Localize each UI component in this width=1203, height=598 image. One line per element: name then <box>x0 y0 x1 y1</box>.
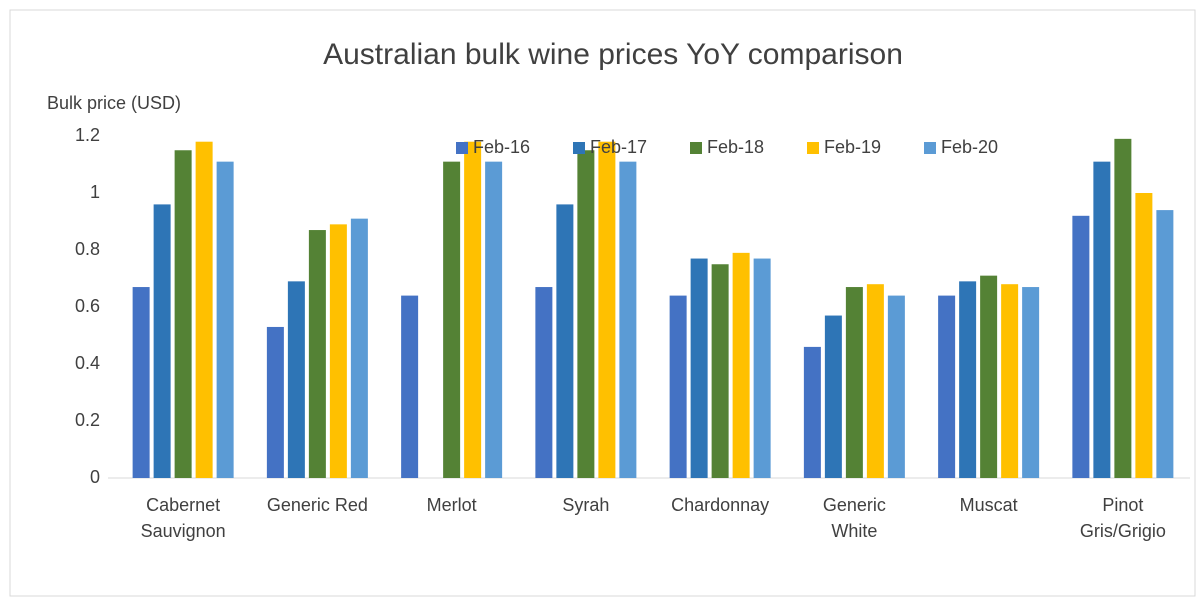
x-tick-label: Muscat <box>959 495 1018 515</box>
legend-swatch <box>690 142 702 154</box>
x-tick-label: Pinot Gris/Grigio <box>1079 495 1166 541</box>
bar <box>598 141 616 478</box>
y-tick-label: 0.4 <box>75 353 100 373</box>
y-axis-label: Bulk price (USD) <box>47 93 181 113</box>
x-tick-label: Syrah <box>562 495 610 515</box>
bar <box>287 281 305 478</box>
legend-label: Feb-19 <box>824 137 881 157</box>
x-tick-label: Generic White <box>822 495 886 541</box>
legend-label: Feb-16 <box>473 137 530 157</box>
bar <box>1156 210 1174 478</box>
bar <box>938 295 956 478</box>
x-tick-label: Cabernet Sauvignon <box>140 495 226 541</box>
bar <box>464 141 482 478</box>
bar <box>174 150 192 478</box>
bar <box>443 161 461 478</box>
bar <box>556 204 574 478</box>
bar <box>866 284 884 478</box>
bar <box>980 275 998 478</box>
bar <box>266 326 284 478</box>
y-tick-label: 0.6 <box>75 296 100 316</box>
legend-swatch <box>924 142 936 154</box>
bar <box>132 287 150 478</box>
bar <box>308 230 326 478</box>
x-tick-label: Merlot <box>426 495 477 515</box>
bar <box>887 295 905 478</box>
bar <box>732 252 750 478</box>
legend-swatch <box>456 142 468 154</box>
chart-title: Australian bulk wine prices YoY comparis… <box>323 38 903 71</box>
bar <box>753 258 771 478</box>
bar <box>153 204 171 478</box>
x-tick-label: Chardonnay <box>671 495 770 515</box>
bar <box>577 150 595 478</box>
bar <box>845 287 863 478</box>
bar <box>1114 138 1132 478</box>
legend-label: Feb-20 <box>941 137 998 157</box>
bar <box>959 281 977 478</box>
bar <box>1093 161 1111 478</box>
y-tick-label: 0 <box>90 467 100 487</box>
bar <box>1072 215 1090 479</box>
legend-swatch <box>573 142 585 154</box>
bar <box>711 264 729 478</box>
y-tick-label: 1.2 <box>75 125 100 145</box>
x-tick-label: Generic Red <box>266 495 368 515</box>
bar <box>401 295 419 478</box>
bar <box>1135 193 1153 478</box>
legend-swatch <box>807 142 819 154</box>
y-tick-label: 0.2 <box>75 410 100 430</box>
bar <box>824 315 842 478</box>
bar <box>350 218 368 478</box>
y-tick-label: 1 <box>90 182 100 202</box>
bar <box>195 141 213 478</box>
bar <box>669 295 687 478</box>
bar <box>485 161 503 478</box>
legend-label: Feb-17 <box>590 137 647 157</box>
bar <box>329 224 347 478</box>
bar <box>690 258 708 478</box>
bar <box>216 161 234 478</box>
bar <box>1001 284 1019 478</box>
bar <box>619 161 637 478</box>
bar <box>535 287 553 478</box>
y-tick-label: 0.8 <box>75 239 100 259</box>
bar <box>803 346 821 478</box>
legend-label: Feb-18 <box>707 137 764 157</box>
bar <box>1022 287 1040 478</box>
